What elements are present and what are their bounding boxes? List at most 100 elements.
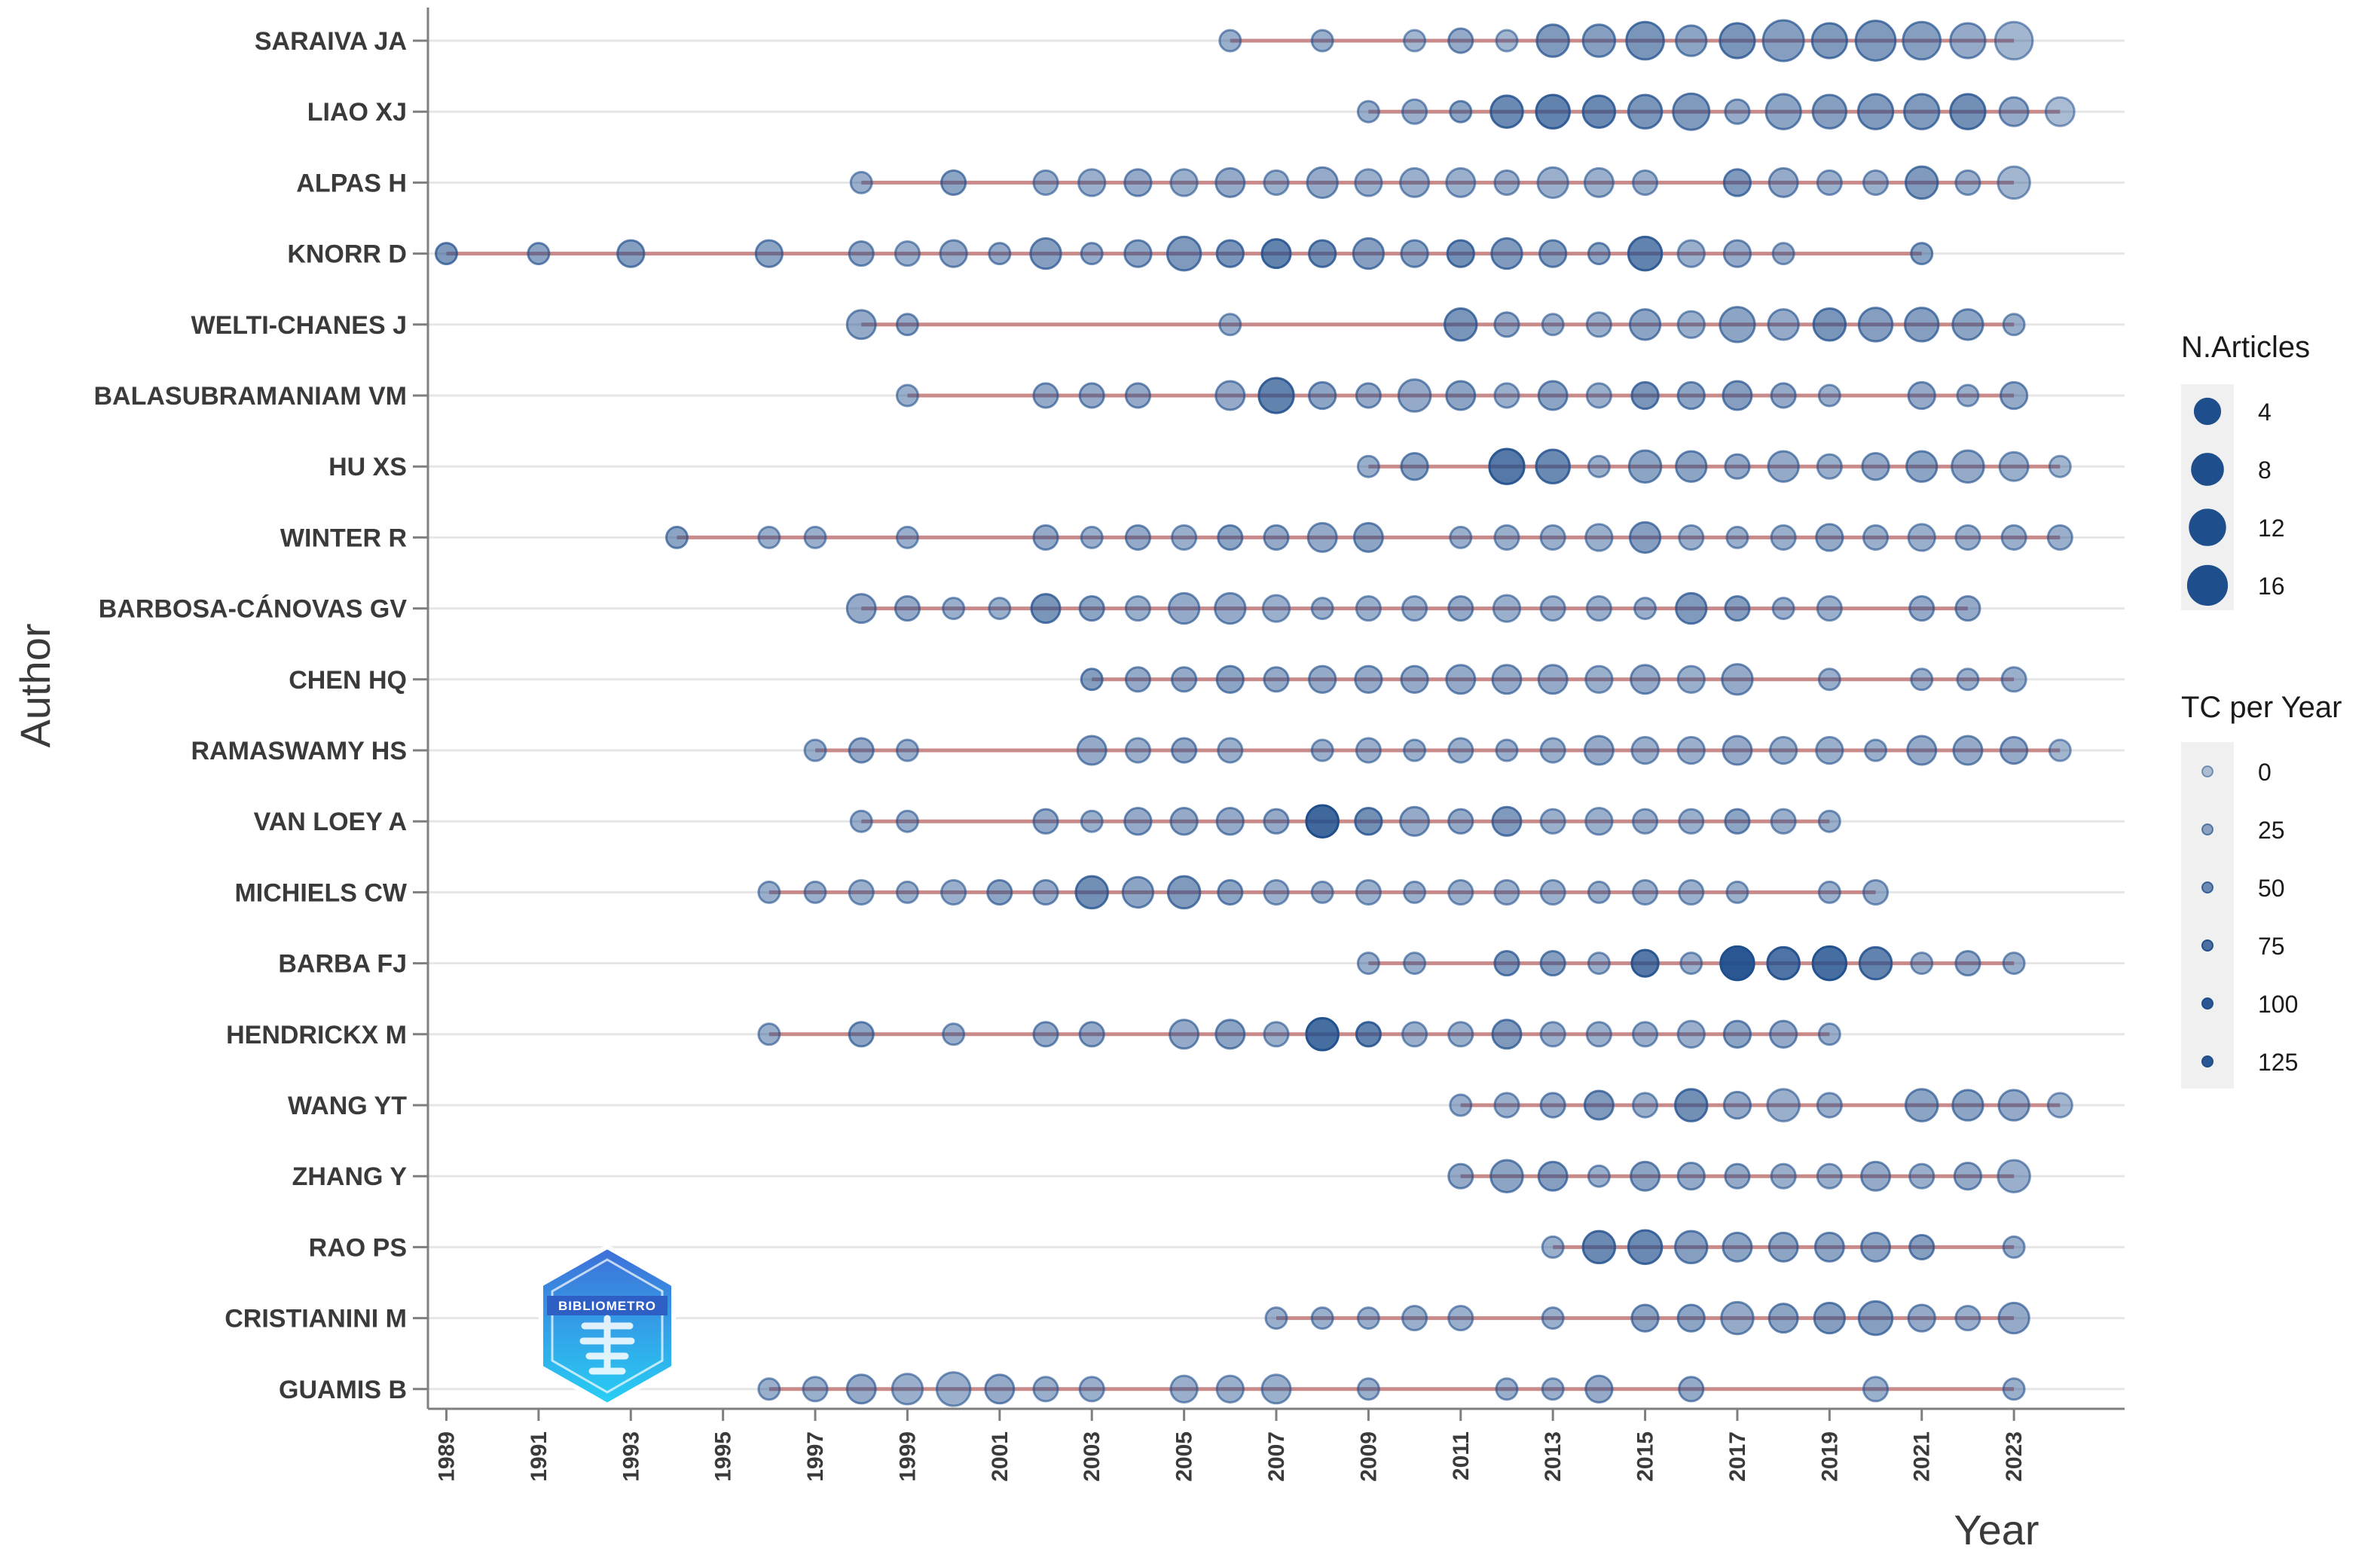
data-point <box>1306 521 1338 553</box>
data-point <box>1032 1376 1059 1403</box>
data-point <box>1400 664 1429 694</box>
data-point <box>1951 308 1984 341</box>
legend-color-label: 125 <box>2258 1049 2298 1076</box>
data-point <box>895 383 919 408</box>
data-point <box>1630 735 1660 765</box>
author-label: KNORR D <box>287 240 407 269</box>
data-point <box>1490 237 1523 270</box>
data-point <box>1584 807 1614 836</box>
data-point <box>1761 19 1805 63</box>
data-point <box>1355 1021 1382 1048</box>
legend-color-label: 75 <box>2258 933 2285 960</box>
data-point <box>1587 880 1611 904</box>
data-point <box>1676 735 1706 765</box>
data-point <box>1861 452 1890 481</box>
data-points <box>434 19 2076 1407</box>
data-point <box>1997 1159 2031 1193</box>
data-point <box>1675 450 1708 483</box>
author-label: SARAIVA JA <box>255 27 407 56</box>
data-point <box>1584 664 1614 694</box>
data-point <box>1862 524 1890 551</box>
legend-color-label: 0 <box>2258 759 2272 786</box>
legend-color-label: 25 <box>2258 817 2285 844</box>
data-point <box>1495 738 1519 762</box>
data-point <box>1263 1021 1290 1048</box>
data-point <box>845 309 877 341</box>
data-point <box>1906 735 1938 766</box>
logo-glyph <box>579 1315 635 1375</box>
data-point <box>988 242 1012 266</box>
data-point <box>1493 1092 1520 1119</box>
data-point <box>1539 1092 1566 1119</box>
data-point <box>1581 23 1617 58</box>
data-point <box>1403 880 1427 904</box>
data-point <box>1397 378 1432 413</box>
year-tick-label: 2013 <box>1541 1431 1566 1482</box>
data-point <box>1676 1162 1706 1191</box>
data-point <box>1628 308 1662 341</box>
legend-size-swatch <box>2189 509 2226 546</box>
data-point <box>1447 1162 1474 1190</box>
data-point <box>1166 235 1202 272</box>
data-point <box>757 880 781 904</box>
data-point <box>984 1373 1016 1405</box>
data-point <box>1400 239 1429 268</box>
data-point <box>1445 380 1477 411</box>
data-point <box>1123 168 1153 197</box>
data-point <box>894 240 921 267</box>
data-point <box>1356 1377 1380 1401</box>
legend-size-swatch <box>2191 453 2224 486</box>
data-point <box>1541 1306 1565 1330</box>
data-point <box>939 239 968 268</box>
year-tick-label: 2007 <box>1264 1431 1289 1482</box>
data-point <box>2046 524 2073 551</box>
data-point <box>1584 523 1614 552</box>
data-point <box>1169 1374 1199 1404</box>
data-point <box>1030 593 1062 625</box>
data-point <box>1403 738 1427 762</box>
data-point <box>1214 166 1246 198</box>
data-point <box>1951 1089 1984 1122</box>
data-point <box>1812 307 1847 342</box>
author-label: HENDRICKX M <box>226 1021 407 1049</box>
data-point <box>1676 380 1706 411</box>
data-point <box>1447 595 1474 622</box>
data-point <box>1817 383 1841 408</box>
legend-color-swatch <box>2201 1055 2213 1068</box>
legend-size-swatch <box>2186 564 2229 606</box>
data-point <box>1305 1017 1340 1052</box>
data-point <box>1401 595 1428 622</box>
data-point <box>1631 808 1659 835</box>
data-point <box>1764 93 1802 130</box>
data-point <box>1257 377 1295 414</box>
year-tick-label: 2021 <box>1910 1431 1935 1482</box>
data-point <box>1121 875 1155 909</box>
data-point <box>1310 597 1334 621</box>
data-point <box>1581 94 1617 129</box>
data-point <box>1584 1374 1614 1404</box>
data-point <box>1674 1088 1709 1123</box>
data-point <box>1171 524 1198 551</box>
data-point <box>1674 1230 1709 1265</box>
data-point <box>895 809 919 833</box>
data-point <box>1862 169 1890 196</box>
data-point <box>1722 735 1753 766</box>
data-point <box>1630 664 1661 695</box>
data-point <box>1817 880 1841 904</box>
data-point <box>1078 382 1105 409</box>
data-point <box>940 878 967 906</box>
data-point <box>1816 453 1843 480</box>
data-point <box>1401 98 1428 125</box>
data-point <box>1724 595 1751 622</box>
data-point <box>1628 521 1662 554</box>
data-point <box>1215 664 1245 694</box>
data-point <box>849 809 873 833</box>
data-point <box>1907 1303 1936 1333</box>
data-point <box>1631 1021 1659 1048</box>
data-point <box>1445 664 1477 695</box>
data-point <box>1032 169 1059 196</box>
data-point <box>1535 448 1571 484</box>
data-point <box>1539 595 1566 622</box>
data-point <box>1767 450 1800 483</box>
